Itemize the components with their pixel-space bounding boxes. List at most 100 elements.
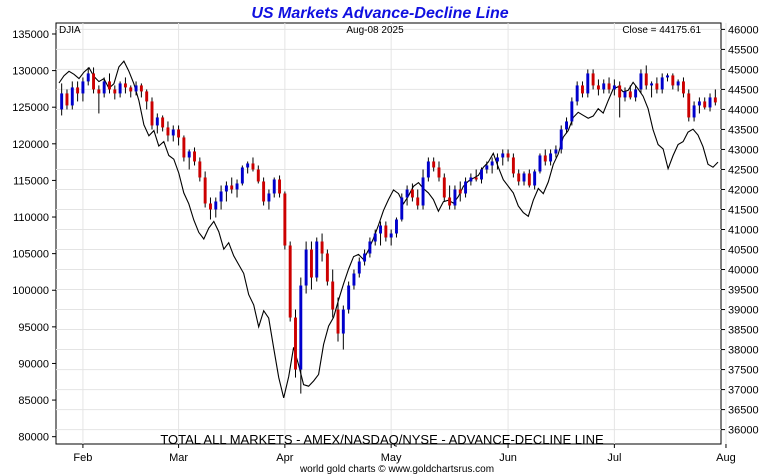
- left-tick-label: 120000: [12, 139, 49, 151]
- candle: [501, 149, 505, 166]
- candle: [155, 113, 159, 134]
- candle-body: [139, 85, 143, 92]
- candle-body: [581, 85, 584, 94]
- candle: [458, 181, 462, 202]
- candle-body: [575, 85, 579, 102]
- candle: [65, 89, 69, 110]
- candle-body: [676, 81, 680, 86]
- candle: [586, 69, 590, 98]
- close-label: Close = 44175.61: [622, 25, 701, 36]
- candle: [442, 173, 446, 202]
- candle: [209, 197, 212, 220]
- candle: [612, 79, 616, 96]
- candle: [421, 169, 425, 210]
- left-tick-label: 95000: [18, 322, 49, 334]
- candle: [187, 149, 191, 170]
- candle: [596, 79, 600, 96]
- candle-body: [70, 87, 74, 106]
- candle-body: [108, 81, 111, 90]
- candle: [325, 249, 329, 286]
- candle-body: [596, 85, 600, 90]
- candle-body: [161, 117, 165, 128]
- candle-body: [480, 169, 483, 180]
- candle: [517, 169, 521, 186]
- left-tick-label: 100000: [12, 285, 49, 297]
- candle: [713, 89, 717, 106]
- candle-body: [198, 161, 202, 178]
- candle-body: [666, 75, 669, 78]
- chart-title: US Markets Advance-Decline Line: [251, 5, 508, 22]
- candle: [145, 89, 149, 110]
- candle-body: [644, 73, 648, 86]
- candle: [214, 197, 218, 218]
- candle-body: [224, 185, 228, 192]
- candle-body: [405, 189, 409, 198]
- candle: [570, 97, 574, 126]
- candle: [506, 149, 510, 162]
- candle-body: [65, 93, 69, 106]
- x-tick-label: Jul: [607, 452, 621, 464]
- candle: [60, 83, 64, 116]
- chart-footer: world gold charts © www.goldchartsrus.co…: [299, 464, 494, 475]
- candle-body: [262, 181, 266, 202]
- symbol-label: DJIA: [59, 25, 81, 36]
- candle: [70, 81, 74, 110]
- right-tick-label: 38500: [728, 325, 759, 337]
- candle: [113, 85, 117, 100]
- candle: [703, 97, 707, 110]
- candle-body: [607, 83, 611, 90]
- candle: [464, 177, 468, 198]
- candle: [76, 81, 80, 102]
- candle-body: [155, 117, 159, 126]
- right-tick-label: 41500: [728, 204, 759, 216]
- right-tick-label: 42500: [728, 164, 759, 176]
- candle-body: [660, 77, 664, 90]
- candle-body: [485, 165, 489, 170]
- right-tick-label: 44500: [728, 84, 759, 96]
- candle-body: [612, 85, 616, 90]
- candle-body: [304, 249, 308, 286]
- candle: [341, 305, 345, 350]
- candle-body: [623, 91, 627, 98]
- right-tick-label: 46000: [728, 24, 759, 36]
- left-tick-label: 85000: [18, 395, 49, 407]
- candle-body: [341, 309, 345, 334]
- candle-body: [272, 179, 276, 194]
- candle: [666, 73, 669, 82]
- left-tick-label: 105000: [12, 249, 49, 261]
- candle-body: [336, 309, 340, 334]
- candle-body: [256, 169, 260, 182]
- candle-body: [618, 85, 622, 98]
- candle: [363, 249, 367, 266]
- candle-body: [437, 167, 441, 178]
- candle: [81, 77, 85, 102]
- candle-body: [410, 189, 414, 198]
- candle: [262, 177, 266, 206]
- candle: [373, 229, 377, 246]
- candle: [575, 81, 579, 106]
- candle-body: [426, 161, 430, 178]
- candle: [198, 157, 202, 182]
- candle-body: [288, 245, 292, 318]
- candle-body: [511, 157, 515, 174]
- left-tick-label: 130000: [12, 66, 49, 78]
- candle-body: [230, 185, 234, 190]
- candle-body: [129, 87, 133, 92]
- candle-body: [708, 97, 712, 108]
- candle-body: [357, 261, 361, 274]
- candle-body: [294, 317, 297, 370]
- candle: [267, 189, 271, 210]
- right-tick-label: 43000: [728, 144, 759, 156]
- candle: [102, 77, 106, 98]
- candle-body: [432, 161, 436, 168]
- candle: [203, 171, 207, 208]
- candle: [676, 79, 680, 92]
- candle: [554, 145, 558, 158]
- right-tick-label: 42000: [728, 184, 759, 196]
- right-tick-label: 43500: [728, 124, 759, 136]
- candle-body: [559, 129, 563, 150]
- candle: [453, 185, 457, 210]
- candle: [485, 161, 489, 174]
- candle-body: [379, 225, 382, 234]
- candle: [283, 191, 287, 250]
